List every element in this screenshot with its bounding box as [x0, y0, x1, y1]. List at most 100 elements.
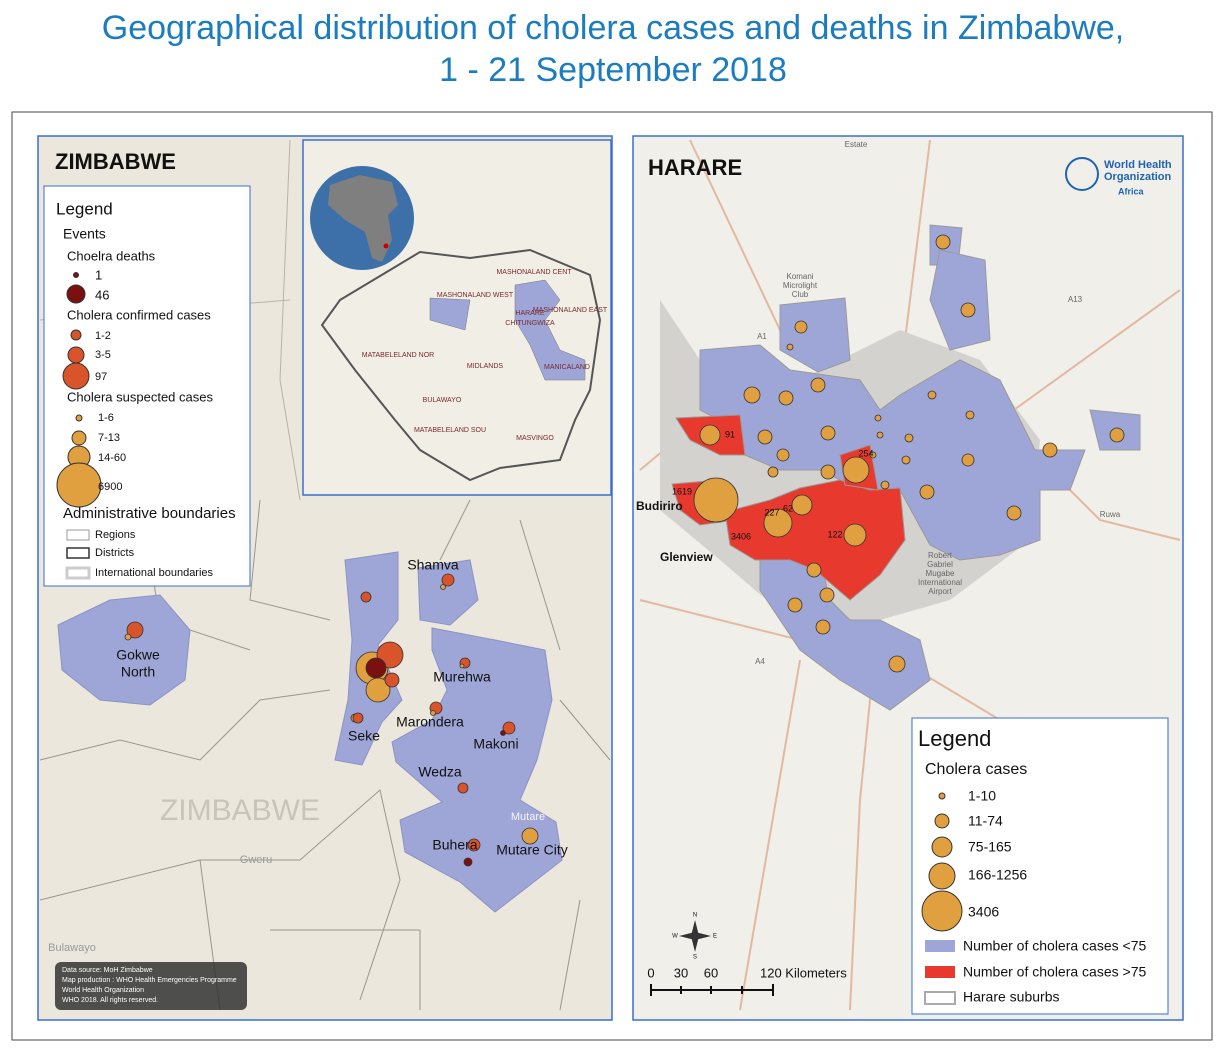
legend-item: 7-13: [98, 432, 120, 444]
case-marker: [699, 424, 721, 446]
case-marker: [440, 584, 446, 590]
case-marker: [384, 672, 400, 688]
case-marker: [819, 587, 835, 603]
scale-label: 120 Kilometers: [760, 965, 847, 980]
case-marker: [1109, 427, 1125, 443]
case-marker: [935, 234, 951, 250]
inset-label: CHITUNGWIZA: [505, 320, 555, 327]
case-marker: [901, 455, 911, 465]
case-marker: [743, 386, 761, 404]
legend-symbol: [66, 547, 90, 559]
case-marker: [794, 320, 808, 334]
legend-symbol: [70, 329, 82, 341]
road-label: A13: [1068, 295, 1083, 304]
compass-label: W: [672, 934, 678, 940]
legend-item: Number of cholera cases <75: [963, 938, 1146, 954]
legend-symbol: [928, 862, 956, 890]
case-marker: [965, 410, 975, 420]
case-label: 91: [725, 429, 735, 439]
inset-label: MATABELELAND NOR: [362, 352, 434, 359]
legend-title: Legend: [56, 199, 113, 218]
legend-item: 166-1256: [968, 867, 1027, 883]
case-label: 227: [764, 507, 779, 517]
credit: Data source: MoH Zimbabwe: [62, 967, 153, 974]
legend-item: 97: [95, 371, 107, 383]
case-marker: [960, 302, 976, 318]
legend-item: Regions: [95, 529, 136, 541]
logo-text: World Health: [1104, 159, 1172, 171]
case-marker: [360, 591, 372, 603]
compass-label: S: [693, 955, 697, 961]
scale-label: 0: [647, 965, 654, 980]
legend-heading: Cholera suspected cases: [67, 389, 213, 404]
credits-box: [55, 962, 247, 1010]
legend-symbol: [938, 792, 946, 800]
legend-item: Districts: [95, 547, 135, 559]
legend-heading: Cholera cases: [925, 761, 1027, 778]
case-marker: [757, 429, 773, 445]
case-marker: [787, 597, 803, 613]
case-label: 254: [858, 448, 873, 458]
case-marker: [767, 466, 779, 478]
map-label: Robert: [928, 551, 953, 560]
case-label: 122: [827, 529, 842, 539]
path: [929, 249, 991, 351]
case-marker: [786, 343, 794, 351]
district-label: Wedza: [418, 764, 462, 780]
legend-item: 3-5: [95, 349, 111, 361]
inset-label: MASVINGO: [516, 435, 554, 442]
case-label: 62: [783, 503, 793, 513]
district-label: Marondera: [396, 714, 464, 730]
legend-item: 11-74: [968, 813, 1003, 829]
case-marker: [876, 431, 884, 439]
legend-symbol: [66, 529, 90, 541]
inset-affected: [429, 279, 586, 381]
inset-country: [320, 248, 602, 482]
inset-label: MASHONALAND WEST: [437, 292, 514, 299]
compass: [679, 920, 711, 952]
legend-item: 1-10: [968, 788, 996, 804]
logo-text: Organization: [1104, 171, 1172, 183]
legend-heading: Administrative boundaries: [63, 505, 236, 522]
inset-label: MASHONALAND EAST: [533, 307, 608, 314]
district-area: [391, 627, 563, 913]
case-marker: [763, 508, 793, 538]
legend-symbol: [925, 940, 955, 952]
path: [724, 479, 906, 601]
case-marker: [904, 433, 914, 443]
legend-symbol: [66, 284, 86, 304]
case-marker: [919, 484, 935, 500]
map-label: International: [918, 578, 962, 587]
legend-item: 1: [95, 267, 102, 282]
case-marker: [124, 633, 132, 641]
case-marker: [457, 782, 469, 794]
scale-label: 30: [674, 965, 688, 980]
map-label: Gabriel: [927, 560, 953, 569]
case-marker: [778, 390, 794, 406]
legend-symbol: [75, 414, 83, 422]
logo-text: Africa: [1118, 186, 1145, 196]
case-marker: [843, 523, 867, 547]
case-label: 1619: [672, 486, 692, 496]
case-marker: [1006, 505, 1022, 521]
place-label: Bulawayo: [48, 942, 96, 954]
district-area: [57, 594, 191, 706]
case-marker: [365, 677, 391, 703]
legend-symbol: [934, 813, 950, 829]
who-emblem: [1065, 157, 1099, 191]
case-marker: [888, 655, 906, 673]
inset-label: MASHONALAND CENT: [496, 269, 572, 276]
district-label: Murehwa: [433, 669, 491, 685]
harare-markers: [693, 234, 1125, 673]
case-label: 3406: [731, 531, 751, 541]
map-label: Komani: [786, 272, 813, 281]
place-label: Mutare: [511, 811, 545, 823]
africa: [328, 175, 398, 262]
case-marker: [927, 390, 937, 400]
legend-item: 46: [95, 287, 109, 302]
case-marker: [820, 464, 836, 480]
legend-symbol: [931, 836, 953, 858]
panel-heading: ZIMBABWE: [55, 149, 176, 174]
